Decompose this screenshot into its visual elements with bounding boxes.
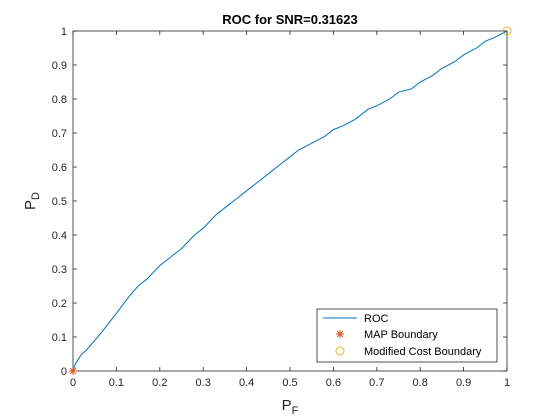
legend-map-swatch bbox=[336, 330, 344, 338]
x-axis-label-sub: F bbox=[292, 405, 299, 417]
legend-roc-label: ROC bbox=[364, 313, 389, 325]
x-tick-label: 0.1 bbox=[109, 377, 124, 389]
x-tick-label: 0.8 bbox=[413, 377, 428, 389]
x-tick-label: 0.7 bbox=[369, 377, 384, 389]
y-tick-label: 0.5 bbox=[52, 196, 67, 208]
legend-modified-cost-label: Modified Cost Boundary bbox=[364, 346, 482, 358]
x-tick-label: 0 bbox=[70, 377, 76, 389]
y-tick-label: 0.1 bbox=[52, 332, 67, 344]
y-axis-label: PD bbox=[22, 192, 42, 210]
y-axis-label-sub: D bbox=[30, 192, 42, 200]
y-axis-label-main: P bbox=[22, 200, 39, 210]
x-axis-label-main: P bbox=[282, 397, 292, 414]
y-tick-label: 0.8 bbox=[52, 94, 67, 106]
y-tick-label: 0.7 bbox=[52, 128, 67, 140]
x-tick-label: 1 bbox=[504, 377, 510, 389]
chart-title: ROC for SNR=0.31623 bbox=[222, 12, 357, 27]
x-tick-labels: 0 0.1 0.2 0.3 0.4 0.5 0.6 0.7 0.8 0.9 1 bbox=[70, 377, 510, 389]
y-tick-labels: 0 0.1 0.2 0.3 0.4 0.5 0.6 0.7 0.8 0.9 1 bbox=[52, 26, 67, 378]
y-tick-label: 0.4 bbox=[52, 230, 67, 242]
y-tick-label: 0.2 bbox=[52, 298, 67, 310]
x-axis-label: PF bbox=[282, 397, 299, 417]
legend-map-label: MAP Boundary bbox=[364, 329, 438, 341]
y-tick-label: 1 bbox=[61, 26, 67, 38]
y-tick-label: 0.6 bbox=[52, 162, 67, 174]
legend: ROC MAP Boundary Modified Cost Boundary bbox=[317, 309, 497, 362]
y-tick-label: 0.9 bbox=[52, 60, 67, 72]
x-tick-label: 0.2 bbox=[152, 377, 167, 389]
y-tick-label: 0.3 bbox=[52, 264, 67, 276]
x-tick-label: 0.3 bbox=[196, 377, 211, 389]
legend-map-asterisk bbox=[336, 330, 344, 338]
x-tick-label: 0.4 bbox=[239, 377, 254, 389]
x-tick-label: 0.6 bbox=[326, 377, 341, 389]
x-tick-label: 0.5 bbox=[282, 377, 297, 389]
x-tick-label: 0.9 bbox=[456, 377, 471, 389]
map-boundary-marker bbox=[69, 367, 77, 375]
y-tick-label: 0 bbox=[61, 366, 67, 378]
